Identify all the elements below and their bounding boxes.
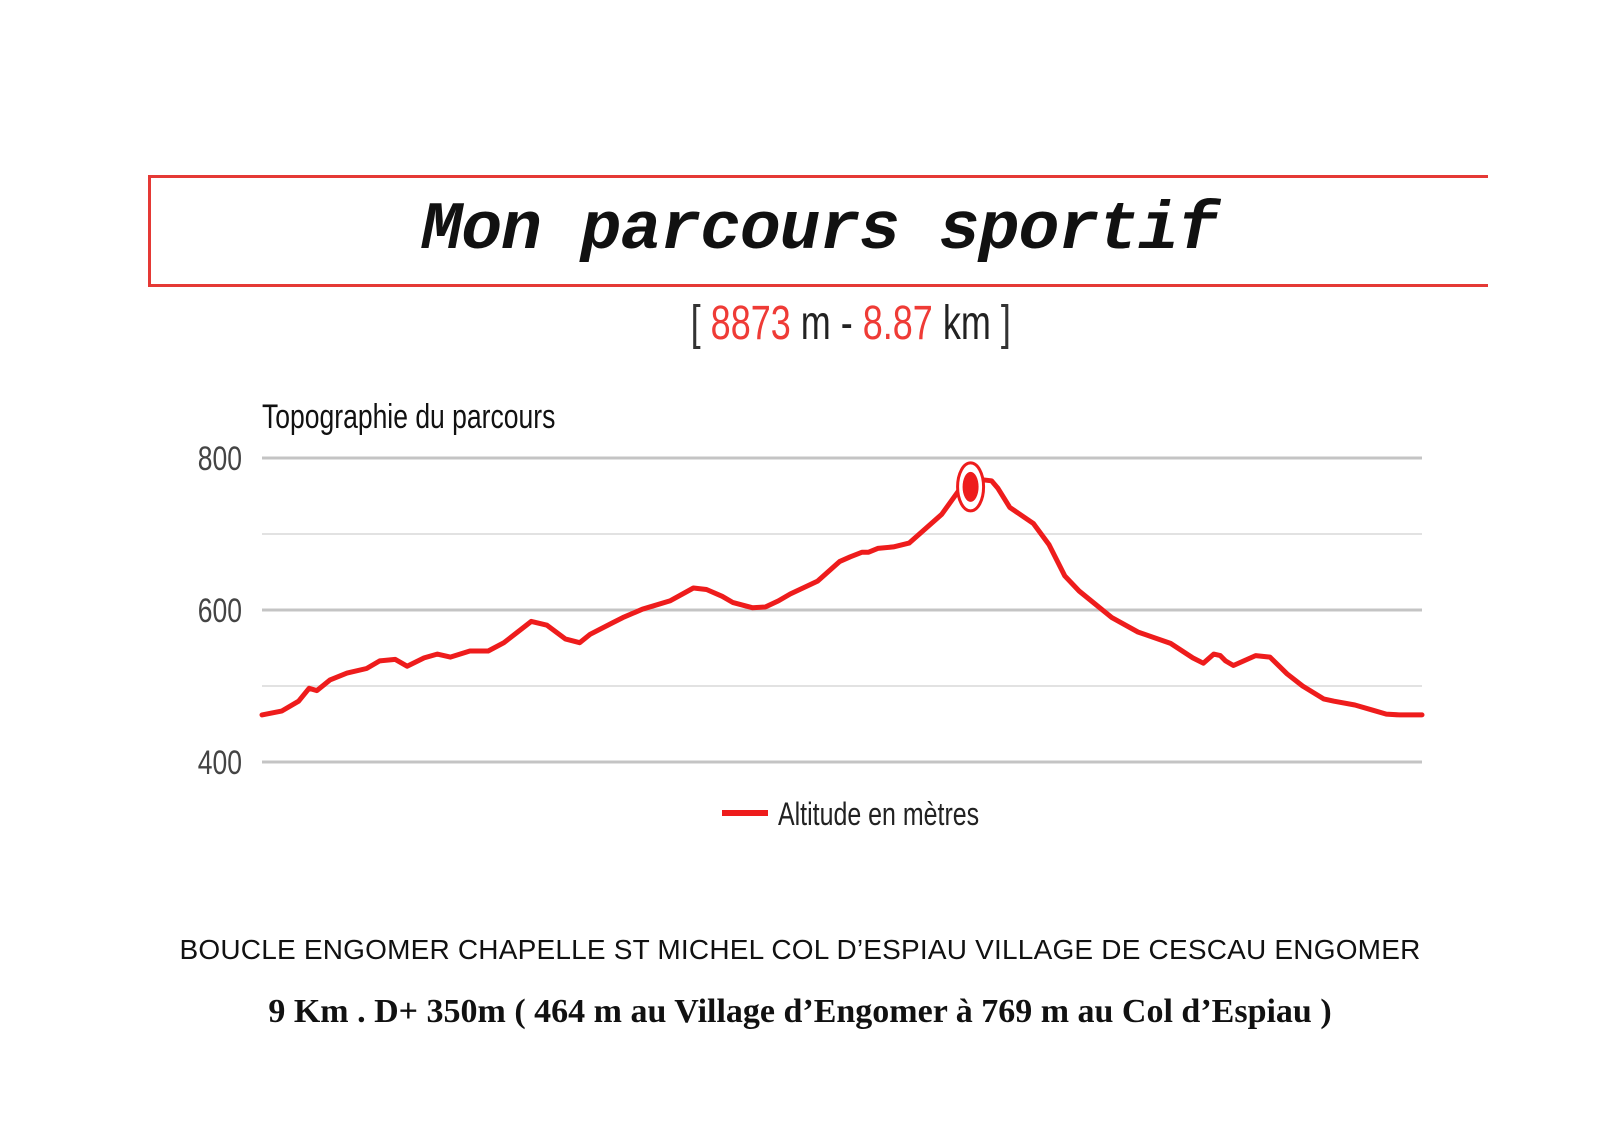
y-tick-label: 400 — [198, 744, 242, 782]
altitude-chart: Topographie du parcours 400 600 800 Altitu… — [0, 0, 1600, 900]
route-name: BOUCLE ENGOMER CHAPELLE ST MICHEL COL D’… — [0, 934, 1600, 966]
peak-marker — [958, 463, 984, 511]
y-axis-ticks: 400 600 800 — [198, 440, 242, 782]
y-tick-label: 600 — [198, 592, 242, 630]
grid-lines — [262, 458, 1422, 762]
route-summary: 9 Km . D+ 350m ( 464 m au Village d’Engo… — [0, 993, 1600, 1031]
legend: Altitude en mètres — [722, 797, 979, 833]
y-tick-label: 800 — [198, 440, 242, 478]
altitude-line — [262, 479, 1422, 715]
peak-marker-dot — [963, 472, 979, 502]
legend-label: Altitude en mètres — [778, 797, 979, 833]
chart-title: Topographie du parcours — [262, 398, 555, 436]
